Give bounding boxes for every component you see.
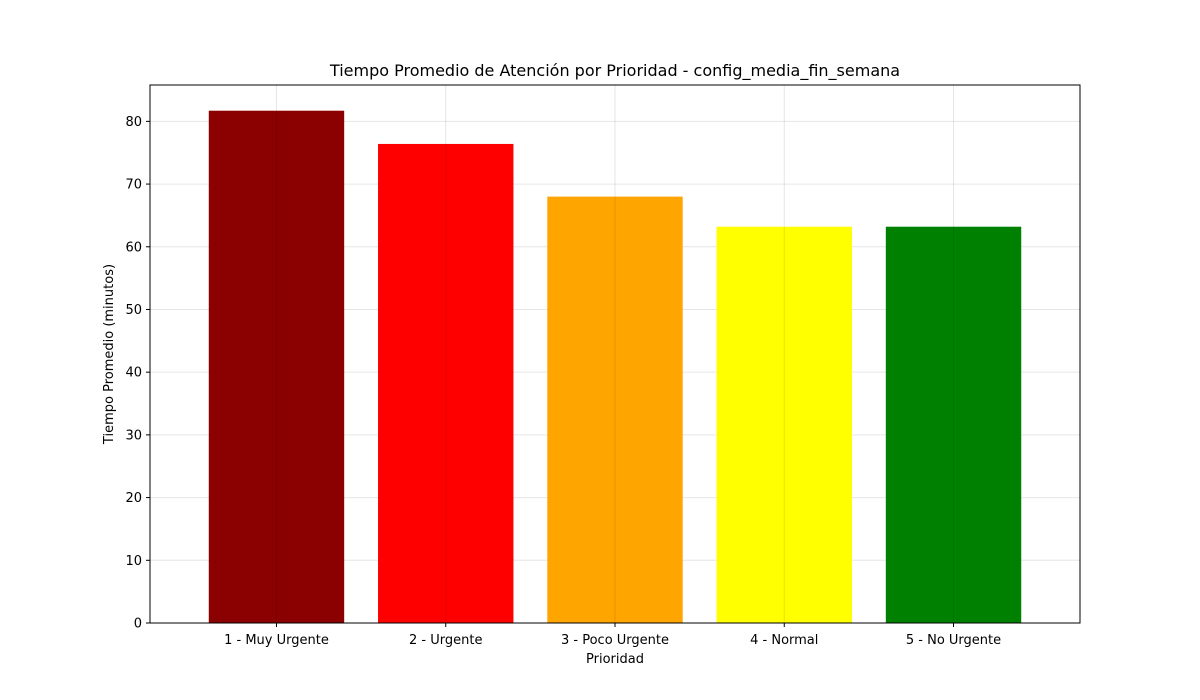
- x-axis-ticks: 1 - Muy Urgente 2 - Urgente 3 - Poco Urgen…: [224, 623, 1001, 648]
- x-axis-label: Prioridad: [586, 652, 644, 667]
- y-tick-label: 20: [125, 491, 142, 506]
- y-axis-ticks: 0 10 20 30 40 50 60 70 80: [125, 115, 150, 632]
- bar: [885, 226, 1022, 624]
- y-tick-label: 70: [125, 178, 142, 193]
- y-tick-label: 10: [125, 554, 142, 569]
- x-tick-label: 2 - Urgente: [409, 633, 482, 648]
- y-tick-label: 40: [125, 366, 142, 381]
- x-tick-label: 4 - Normal: [750, 633, 818, 648]
- x-tick-label: 1 - Muy Urgente: [224, 633, 329, 648]
- y-tick-label: 80: [125, 115, 142, 130]
- bars: [208, 110, 1022, 624]
- y-tick-label: 60: [125, 240, 142, 255]
- vertical-grid-lines: [275, 85, 955, 623]
- bar: [547, 196, 683, 624]
- y-tick-label: 0: [134, 617, 142, 632]
- y-tick-label: 50: [125, 303, 142, 318]
- chart-title: Tiempo Promedio de Atención por Priorida…: [329, 61, 900, 81]
- y-tick-label: 30: [125, 428, 142, 443]
- bar: [208, 110, 345, 624]
- x-tick-label: 5 - No Urgente: [906, 633, 1001, 648]
- bar: [716, 226, 852, 624]
- bar: [378, 143, 514, 624]
- x-tick-label: 3 - Poco Urgente: [561, 633, 669, 648]
- y-axis-label: Tiempo Promedio (minutos): [102, 264, 117, 445]
